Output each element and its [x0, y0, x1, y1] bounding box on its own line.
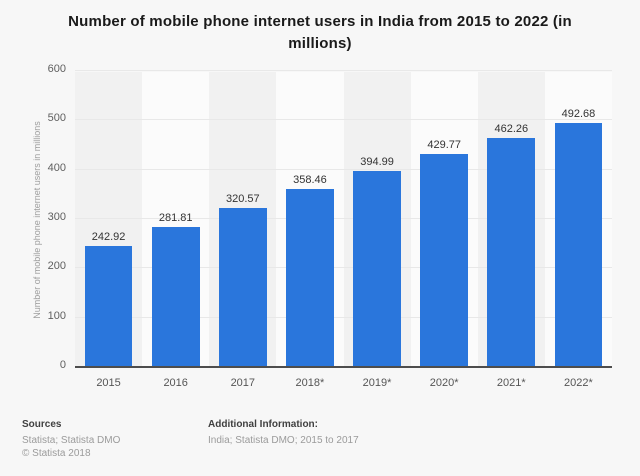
- chart-column: 242.92: [75, 72, 142, 366]
- gridline: [75, 267, 612, 269]
- bar-2018*[interactable]: [286, 189, 334, 366]
- bar-value-label: 492.68: [561, 107, 596, 120]
- copyright-text: © Statista 2018: [22, 448, 91, 459]
- gridline: [75, 218, 612, 219]
- additional-info-label: Additional Information:: [208, 419, 318, 430]
- x-axis-label: 2021*: [496, 377, 526, 389]
- bar-value-label: 242.92: [91, 231, 126, 244]
- x-axis-label: 2017: [230, 377, 256, 389]
- x-axis-label: 2019*: [362, 377, 392, 389]
- chart-column: 281.81: [142, 72, 209, 366]
- x-axis-label: 2020*: [429, 377, 459, 389]
- bar-value-label: 429.77: [427, 139, 462, 151]
- gridline: [75, 316, 612, 318]
- bar-2015[interactable]: [84, 246, 133, 366]
- y-axis-tick: 400: [47, 161, 66, 174]
- sources-text: Statista; Statista DMO: [22, 435, 121, 446]
- plot-area: 242.92 281.81 320.57 358.46 394.99 429.77 462.…: [48, 64, 612, 371]
- additional-info-block: Additional Information: India; Statista …: [208, 419, 359, 447]
- chart-column: 492.68: [545, 72, 612, 366]
- x-axis-label: 2018*: [295, 377, 325, 389]
- chart-column: 394.99: [344, 72, 411, 366]
- x-axis-labels: 2015 2016 2017 2018* 2019* 2020* 2021* 2022*: [75, 368, 612, 389]
- y-axis-tick: 200: [47, 260, 66, 273]
- bars-layer: 242.92 281.81 320.57 358.46 394.99 429.77 462.…: [75, 72, 612, 366]
- chart-column: 462.26: [478, 72, 545, 366]
- bar-chart: Number of mobile phone internet users in…: [32, 64, 612, 389]
- y-axis-tick: 0: [59, 359, 66, 371]
- bar-value-label: 394.99: [360, 156, 394, 169]
- sources-label: Sources: [22, 419, 62, 430]
- gridline: [75, 70, 612, 71]
- chart-column: 429.77: [411, 72, 478, 366]
- y-axis-tick: 100: [47, 309, 66, 322]
- bar-value-label: 281.81: [158, 212, 193, 224]
- bar-2022*[interactable]: [554, 122, 603, 366]
- y-axis-tick: 300: [47, 211, 66, 223]
- chart-column: 358.46: [276, 72, 343, 366]
- gridlines-layer: [75, 70, 612, 366]
- bar-2020*[interactable]: [420, 154, 469, 366]
- bar-value-label: 320.57: [225, 192, 260, 205]
- additional-info-text: India; Statista DMO; 2015 to 2017: [208, 435, 359, 446]
- bar-2019*[interactable]: [353, 171, 401, 366]
- x-axis-label: 2015: [96, 377, 121, 389]
- sources-block: Sources Statista; Statista DMO © Statist…: [22, 419, 120, 460]
- y-axis-tick: 500: [47, 112, 66, 125]
- bar-2016[interactable]: [151, 227, 200, 366]
- gridline: [75, 119, 612, 121]
- bar-value-label: 358.46: [293, 174, 327, 187]
- y-axis-ticks: 600 500 400 300 200 100 0: [24, 64, 66, 371]
- bar-2017[interactable]: [218, 207, 267, 366]
- gridline: [75, 168, 612, 170]
- chart-title: Number of mobile phone internet users in…: [68, 13, 572, 52]
- bar-value-label: 462.26: [494, 123, 529, 135]
- x-axis-label: 2022*: [564, 377, 593, 389]
- x-axis-label: 2016: [163, 377, 188, 389]
- y-axis-tick: 600: [47, 63, 66, 75]
- bar-2021*[interactable]: [487, 138, 536, 366]
- chart-column: 320.57: [209, 72, 276, 366]
